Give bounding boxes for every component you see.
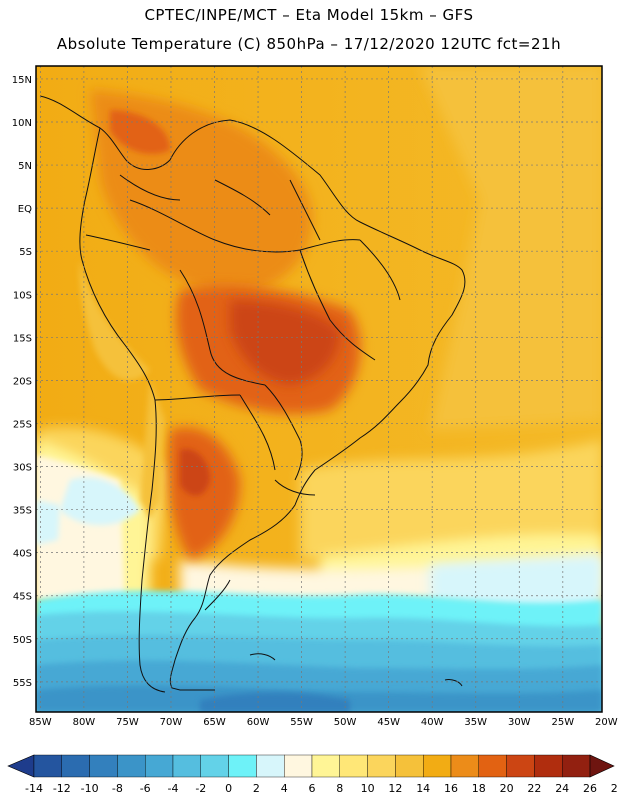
lat-label: 35S bbox=[13, 506, 32, 517]
temperature-field bbox=[36, 66, 602, 712]
colorbar-swatch bbox=[395, 754, 424, 778]
graticule bbox=[36, 66, 602, 712]
colorbar-label: 16 bbox=[444, 782, 458, 795]
colorbar-label: -4 bbox=[168, 782, 179, 795]
colorbar-label: 6 bbox=[309, 782, 316, 795]
lat-label: 25S bbox=[13, 419, 32, 430]
colorbar-max-arrow bbox=[589, 754, 615, 778]
colorbar-swatch bbox=[200, 754, 229, 778]
colorbar-label: -6 bbox=[140, 782, 151, 795]
colorbar-label: -14 bbox=[25, 782, 43, 795]
colorbar-swatch bbox=[339, 754, 368, 778]
map-frame bbox=[35, 65, 603, 713]
lat-label: 15S bbox=[13, 333, 32, 344]
colorbar-swatch bbox=[423, 754, 452, 778]
colorbar-label: -2 bbox=[195, 782, 206, 795]
lon-label: 30W bbox=[508, 717, 531, 728]
colorbar-swatch bbox=[450, 754, 479, 778]
lon-label: 55W bbox=[290, 717, 313, 728]
colorbar-label: 2 bbox=[253, 782, 260, 795]
colorbar-label: 24 bbox=[555, 782, 569, 795]
colorbar-label: 12 bbox=[388, 782, 402, 795]
lat-label: 45S bbox=[13, 592, 32, 603]
lon-label: 45W bbox=[377, 717, 400, 728]
colorbar-swatch bbox=[367, 754, 396, 778]
lat-label: 10N bbox=[12, 118, 32, 129]
lat-label: 10S bbox=[13, 290, 32, 301]
colorbar-swatch bbox=[144, 754, 174, 778]
lon-label: 80W bbox=[73, 717, 96, 728]
colorbar-label: -8 bbox=[112, 782, 123, 795]
colorbar-label: -10 bbox=[81, 782, 99, 795]
longitude-labels: 85W 80W 75W 70W 65W 60W 55W 50W 45W 40W 35W 30W 25W 2… bbox=[29, 717, 618, 728]
lat-label: 40S bbox=[13, 549, 32, 560]
lon-label: 70W bbox=[160, 717, 183, 728]
colorbar-label: 10 bbox=[361, 782, 375, 795]
colorbar-swatch bbox=[117, 754, 146, 778]
colorbar-swatch bbox=[506, 754, 535, 778]
map-title: CPTEC/INPE/MCT – Eta Model 15km – GFS bbox=[144, 6, 474, 24]
colorbar-label: 14 bbox=[416, 782, 430, 795]
colorbar-swatch bbox=[284, 754, 313, 778]
colorbar-swatch bbox=[61, 754, 90, 778]
lon-label: 20W bbox=[595, 717, 618, 728]
colorbar-swatch bbox=[478, 754, 507, 778]
colorbar-label: 18 bbox=[472, 782, 486, 795]
colorbar-swatch bbox=[33, 754, 62, 778]
lat-label: 50S bbox=[13, 635, 32, 646]
colorbar-swatch bbox=[89, 754, 118, 778]
lon-label: 60W bbox=[247, 717, 270, 728]
colorbar-label: 22 bbox=[527, 782, 541, 795]
lon-label: 65W bbox=[203, 717, 226, 728]
lon-label: 35W bbox=[464, 717, 487, 728]
colorbar-label: 4 bbox=[281, 782, 288, 795]
colorbar-swatch bbox=[311, 754, 340, 778]
colorbar-label: 8 bbox=[336, 782, 343, 795]
colorbar-swatch bbox=[228, 754, 257, 778]
lon-label: 75W bbox=[116, 717, 139, 728]
colorbar-swatch bbox=[534, 754, 563, 778]
colorbar-label: 0 bbox=[225, 782, 232, 795]
lat-label: 55S bbox=[13, 678, 32, 689]
lat-label: 15N bbox=[12, 75, 32, 86]
lat-label: 5S bbox=[19, 247, 32, 258]
lat-label: EQ bbox=[18, 204, 32, 215]
colorbar-label: 28 bbox=[611, 782, 618, 795]
colorbar-swatch bbox=[562, 754, 591, 778]
colorbar: -14 -12 -10 -8 -6 -4 -2 0 2 4 6 8 10 12 14 16 18 20 22 24 26… bbox=[7, 754, 618, 795]
lon-label: 85W bbox=[29, 717, 52, 728]
lon-label: 40W bbox=[421, 717, 444, 728]
coastline bbox=[39, 95, 466, 693]
colorbar-label: -12 bbox=[53, 782, 71, 795]
colorbar-min-arrow bbox=[7, 754, 35, 778]
colorbar-swatch bbox=[256, 754, 285, 778]
map-subtitle: Absolute Temperature (C) 850hPa – 17/12/… bbox=[56, 35, 562, 53]
lon-label: 25W bbox=[552, 717, 575, 728]
lat-label: 20S bbox=[13, 376, 32, 387]
colorbar-swatch bbox=[172, 754, 201, 778]
latitude-labels: 15N 10N 5N EQ 5S 10S 15S 20S 25S 30S 35S 40S 45S 50S 5… bbox=[12, 75, 32, 689]
colorbar-label: 26 bbox=[583, 782, 597, 795]
colorbar-label: 20 bbox=[500, 782, 514, 795]
lon-label: 50W bbox=[334, 717, 357, 728]
lat-label: 5N bbox=[18, 161, 32, 172]
lat-label: 30S bbox=[13, 463, 32, 474]
